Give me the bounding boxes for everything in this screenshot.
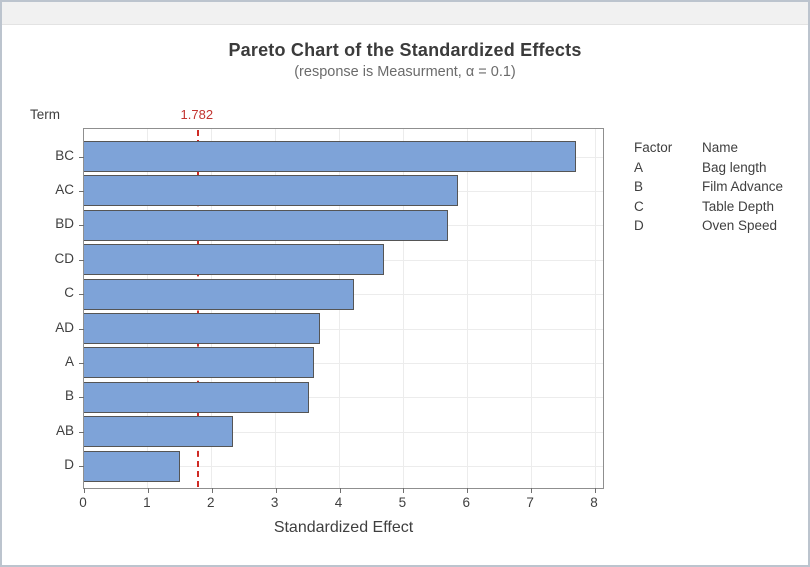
x-tick bbox=[531, 488, 533, 493]
gridline-vertical bbox=[530, 129, 532, 488]
reference-line-label: 1.782 bbox=[180, 107, 214, 122]
x-tick bbox=[467, 488, 469, 493]
legend-row-B: B Film Advance bbox=[634, 177, 783, 197]
y-axis-title: Term bbox=[30, 107, 60, 122]
x-tick-label-2: 2 bbox=[206, 495, 215, 510]
y-tick bbox=[79, 431, 84, 433]
chart-title: Pareto Chart of the Standardized Effects bbox=[228, 40, 582, 60]
legend-name: Oven Speed bbox=[702, 218, 778, 233]
gridline-horizontal bbox=[84, 362, 603, 364]
x-axis: 0 1 2 3 4 5 6 7 8 bbox=[79, 495, 604, 513]
bar-CD bbox=[84, 244, 385, 276]
legend-name: Bag length bbox=[702, 159, 767, 175]
y-axis: BC AC BD CD C AD A B AB D bbox=[2, 128, 75, 489]
x-axis-title: Standardized Effect bbox=[273, 519, 414, 536]
factor-legend: Factor Name A Bag length B Film Advance C Table… bbox=[634, 138, 783, 236]
bar-B bbox=[84, 381, 309, 413]
gridline-horizontal bbox=[84, 431, 603, 433]
bar-AB bbox=[84, 416, 233, 448]
y-tick-label-B: B bbox=[64, 388, 74, 404]
legend-factor: A bbox=[634, 159, 644, 175]
y-tick-label-D: D bbox=[64, 457, 74, 473]
y-tick-label-BC: BC bbox=[55, 147, 74, 163]
y-tick-label-AC: AC bbox=[55, 181, 74, 197]
y-tick bbox=[79, 294, 84, 296]
x-tick-label-8: 8 bbox=[590, 495, 598, 510]
bar-BC bbox=[84, 141, 576, 172]
x-tick bbox=[84, 488, 85, 493]
x-tick-label-1: 1 bbox=[143, 495, 151, 510]
x-tick-label-6: 6 bbox=[462, 495, 470, 510]
x-tick-label-7: 7 bbox=[526, 495, 534, 510]
legend-name: Table Depth bbox=[702, 198, 775, 214]
bar-AC bbox=[84, 175, 458, 207]
y-tick-label-A: A bbox=[64, 353, 74, 369]
gridline-horizontal bbox=[84, 397, 603, 399]
bar-BD bbox=[84, 209, 449, 241]
x-tick-label-3: 3 bbox=[270, 495, 279, 510]
y-tick-label-AB: AB bbox=[55, 422, 74, 438]
legend-factor: B bbox=[634, 179, 644, 194]
x-tick bbox=[211, 488, 213, 493]
x-tick bbox=[339, 488, 341, 493]
bar-D bbox=[84, 450, 180, 482]
bar-AD bbox=[84, 313, 321, 344]
y-tick bbox=[79, 328, 84, 330]
gridline-vertical bbox=[594, 129, 596, 488]
legend-factor: D bbox=[634, 218, 644, 233]
y-tick-label-BD: BD bbox=[55, 216, 74, 232]
legend-factor: C bbox=[634, 198, 644, 214]
legend-factor: Factor bbox=[634, 140, 673, 155]
x-tick bbox=[403, 488, 405, 493]
x-tick bbox=[147, 488, 149, 493]
window-titlebar bbox=[2, 2, 808, 25]
y-tick bbox=[79, 156, 84, 158]
y-tick bbox=[79, 397, 84, 399]
bar-A bbox=[84, 347, 314, 379]
x-tick-label-0: 0 bbox=[79, 495, 87, 510]
y-tick bbox=[79, 190, 84, 192]
plot-area bbox=[79, 128, 604, 493]
x-tick bbox=[275, 488, 277, 493]
y-tick-label-CD: CD bbox=[54, 250, 75, 266]
y-tick bbox=[79, 466, 84, 468]
legend-row-A: A Bag length bbox=[634, 158, 783, 178]
legend-name: Film Advance bbox=[702, 179, 784, 194]
y-tick bbox=[79, 362, 84, 364]
legend-row-C: C Table Depth bbox=[634, 197, 783, 217]
y-tick-label-C: C bbox=[64, 285, 74, 301]
x-tick bbox=[595, 488, 596, 493]
legend-name: Name bbox=[702, 140, 739, 155]
y-tick bbox=[79, 225, 84, 227]
legend-row-D: D Oven Speed bbox=[634, 216, 783, 236]
gridline-vertical bbox=[402, 129, 404, 488]
bar-C bbox=[84, 278, 354, 310]
gridline-vertical bbox=[466, 129, 468, 488]
gridline-horizontal bbox=[84, 466, 603, 468]
y-tick-label-AD: AD bbox=[55, 319, 74, 335]
y-tick bbox=[79, 259, 84, 261]
x-tick-label-4: 4 bbox=[334, 495, 343, 510]
x-tick-label-5: 5 bbox=[398, 495, 407, 510]
gridline-horizontal bbox=[84, 328, 603, 330]
chart-subtitle: (response is Measurment, α = 0.1) bbox=[294, 64, 516, 80]
legend-row-header: Factor Name bbox=[634, 138, 783, 158]
